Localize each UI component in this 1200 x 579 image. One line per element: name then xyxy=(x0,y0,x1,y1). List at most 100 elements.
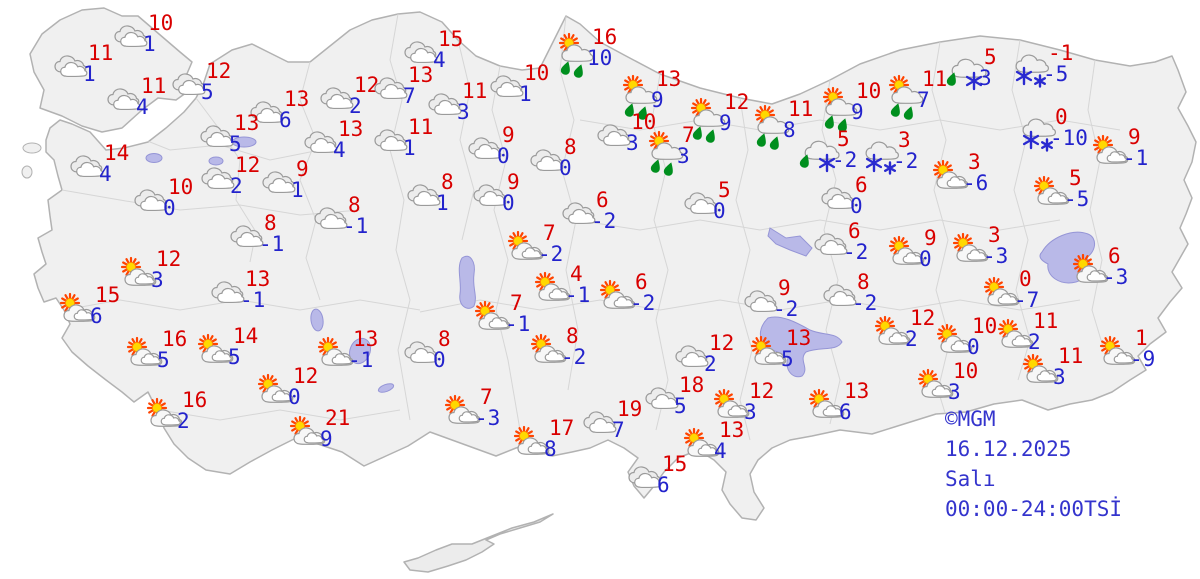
high-temp: 11 xyxy=(922,67,948,91)
sun-behind-cloud-icon xyxy=(917,368,954,398)
low-temp: 3 xyxy=(948,380,961,404)
high-temp: 12 xyxy=(206,59,232,83)
sun-cloud-rain-icon xyxy=(888,74,924,120)
high-temp: 11 xyxy=(462,79,488,103)
low-temp: 8 xyxy=(783,118,796,142)
high-temp: 5 xyxy=(837,127,850,151)
small-lake xyxy=(377,383,395,393)
high-temp: 7 xyxy=(682,123,695,147)
map-footer: ©MGM 16.12.2025 Salı 00:00-24:00TSİ xyxy=(945,404,1185,524)
low-temp: 4 xyxy=(333,138,346,162)
low-temp: 0 xyxy=(502,191,515,215)
sun-behind-cloud-icon xyxy=(59,292,96,322)
low-temp: 5 xyxy=(229,132,242,156)
low-temp: 8 xyxy=(544,437,557,461)
low-temp: 0 xyxy=(919,247,932,271)
high-temp: 14 xyxy=(233,324,259,348)
sun-behind-cloud-icon xyxy=(534,271,571,301)
sun-cloud-rain-icon xyxy=(754,104,790,150)
cloud-icon xyxy=(628,466,662,489)
low-temp: -9 xyxy=(1130,347,1156,371)
low-temp: 6 xyxy=(657,473,670,497)
low-temp: 4 xyxy=(136,95,149,119)
sun-cloud-rain-icon xyxy=(622,74,658,120)
lake-beysehir xyxy=(349,337,371,365)
cloud-icon xyxy=(201,167,235,190)
low-temp: 3 xyxy=(151,268,164,292)
sun-behind-cloud-icon xyxy=(507,230,544,260)
cloud-icon xyxy=(114,25,148,48)
cloud-icon xyxy=(821,187,855,210)
low-temp: 6 xyxy=(279,108,292,132)
cloud-icon xyxy=(823,284,857,307)
high-temp: 10 xyxy=(856,79,882,103)
high-temp: 13 xyxy=(353,327,379,351)
cloud-snow-icon xyxy=(1022,118,1056,152)
high-temp: 10 xyxy=(148,11,174,35)
aegean-island xyxy=(21,165,33,179)
high-temp: 10 xyxy=(524,61,550,85)
cloud-icon xyxy=(583,411,617,434)
low-temp: 4 xyxy=(99,162,112,186)
high-temp: 11 xyxy=(788,97,814,121)
low-temp: -2 xyxy=(630,291,656,315)
sun-cloud-rain-icon xyxy=(822,86,858,132)
high-temp: 15 xyxy=(95,283,121,307)
high-temp: 5 xyxy=(718,178,731,202)
low-temp: 9 xyxy=(320,427,333,451)
sun-cloud-rain-icon xyxy=(558,32,594,78)
high-temp: 7 xyxy=(543,221,556,245)
aegean-island xyxy=(22,142,42,154)
lake-uluabat xyxy=(145,153,163,163)
sun-behind-cloud-icon xyxy=(444,394,481,424)
sun-behind-cloud-icon xyxy=(257,373,294,403)
high-temp: 8 xyxy=(438,327,451,351)
low-temp: -3 xyxy=(983,244,1009,268)
cloud-icon xyxy=(374,129,408,152)
high-temp: 9 xyxy=(507,170,520,194)
high-temp: 3 xyxy=(988,223,1001,247)
low-temp: 0 xyxy=(713,199,726,223)
cloud-icon xyxy=(684,192,718,215)
sun-behind-cloud-icon xyxy=(952,232,989,262)
cloud-icon xyxy=(107,88,141,111)
high-temp: 8 xyxy=(348,193,361,217)
sun-behind-cloud-icon xyxy=(1033,175,1070,205)
low-temp: -2 xyxy=(893,149,919,173)
high-temp: 10 xyxy=(953,359,979,383)
low-temp: 9 xyxy=(851,100,864,124)
high-temp: 6 xyxy=(1108,244,1121,268)
high-temp: 12 xyxy=(749,379,775,403)
high-temp: 15 xyxy=(662,452,688,476)
low-temp: 9 xyxy=(719,111,732,135)
high-temp: 9 xyxy=(924,226,937,250)
low-temp: -7 xyxy=(1014,288,1040,312)
low-temp: -1 xyxy=(240,288,266,312)
high-temp: 0 xyxy=(1055,105,1068,129)
sun-behind-cloud-icon xyxy=(197,333,234,363)
low-temp: 1 xyxy=(436,191,449,215)
cloud-icon xyxy=(172,73,206,96)
sun-behind-cloud-icon xyxy=(936,323,973,353)
cloud-icon xyxy=(814,233,848,256)
high-temp: 21 xyxy=(325,406,351,430)
high-temp: 7 xyxy=(480,385,493,409)
cloud-icon xyxy=(473,184,507,207)
sun-behind-cloud-icon xyxy=(750,335,787,365)
sun-behind-cloud-icon xyxy=(683,427,720,457)
low-temp: -2 xyxy=(538,242,564,266)
low-temp: 3 xyxy=(744,400,757,424)
sun-cloud-rain-icon xyxy=(690,97,726,143)
sun-behind-cloud-icon xyxy=(126,336,163,366)
low-temp: -2 xyxy=(832,148,858,172)
low-temp: 3 xyxy=(677,144,690,168)
high-temp: 13 xyxy=(234,111,260,135)
low-temp: -3 xyxy=(475,406,501,430)
low-temp: 0 xyxy=(850,194,863,218)
low-temp: 2 xyxy=(905,327,918,351)
cloud-icon xyxy=(250,101,284,124)
sun-behind-cloud-icon xyxy=(1099,335,1136,365)
cloud-icon xyxy=(211,281,245,304)
low-temp: 1 xyxy=(83,62,96,86)
